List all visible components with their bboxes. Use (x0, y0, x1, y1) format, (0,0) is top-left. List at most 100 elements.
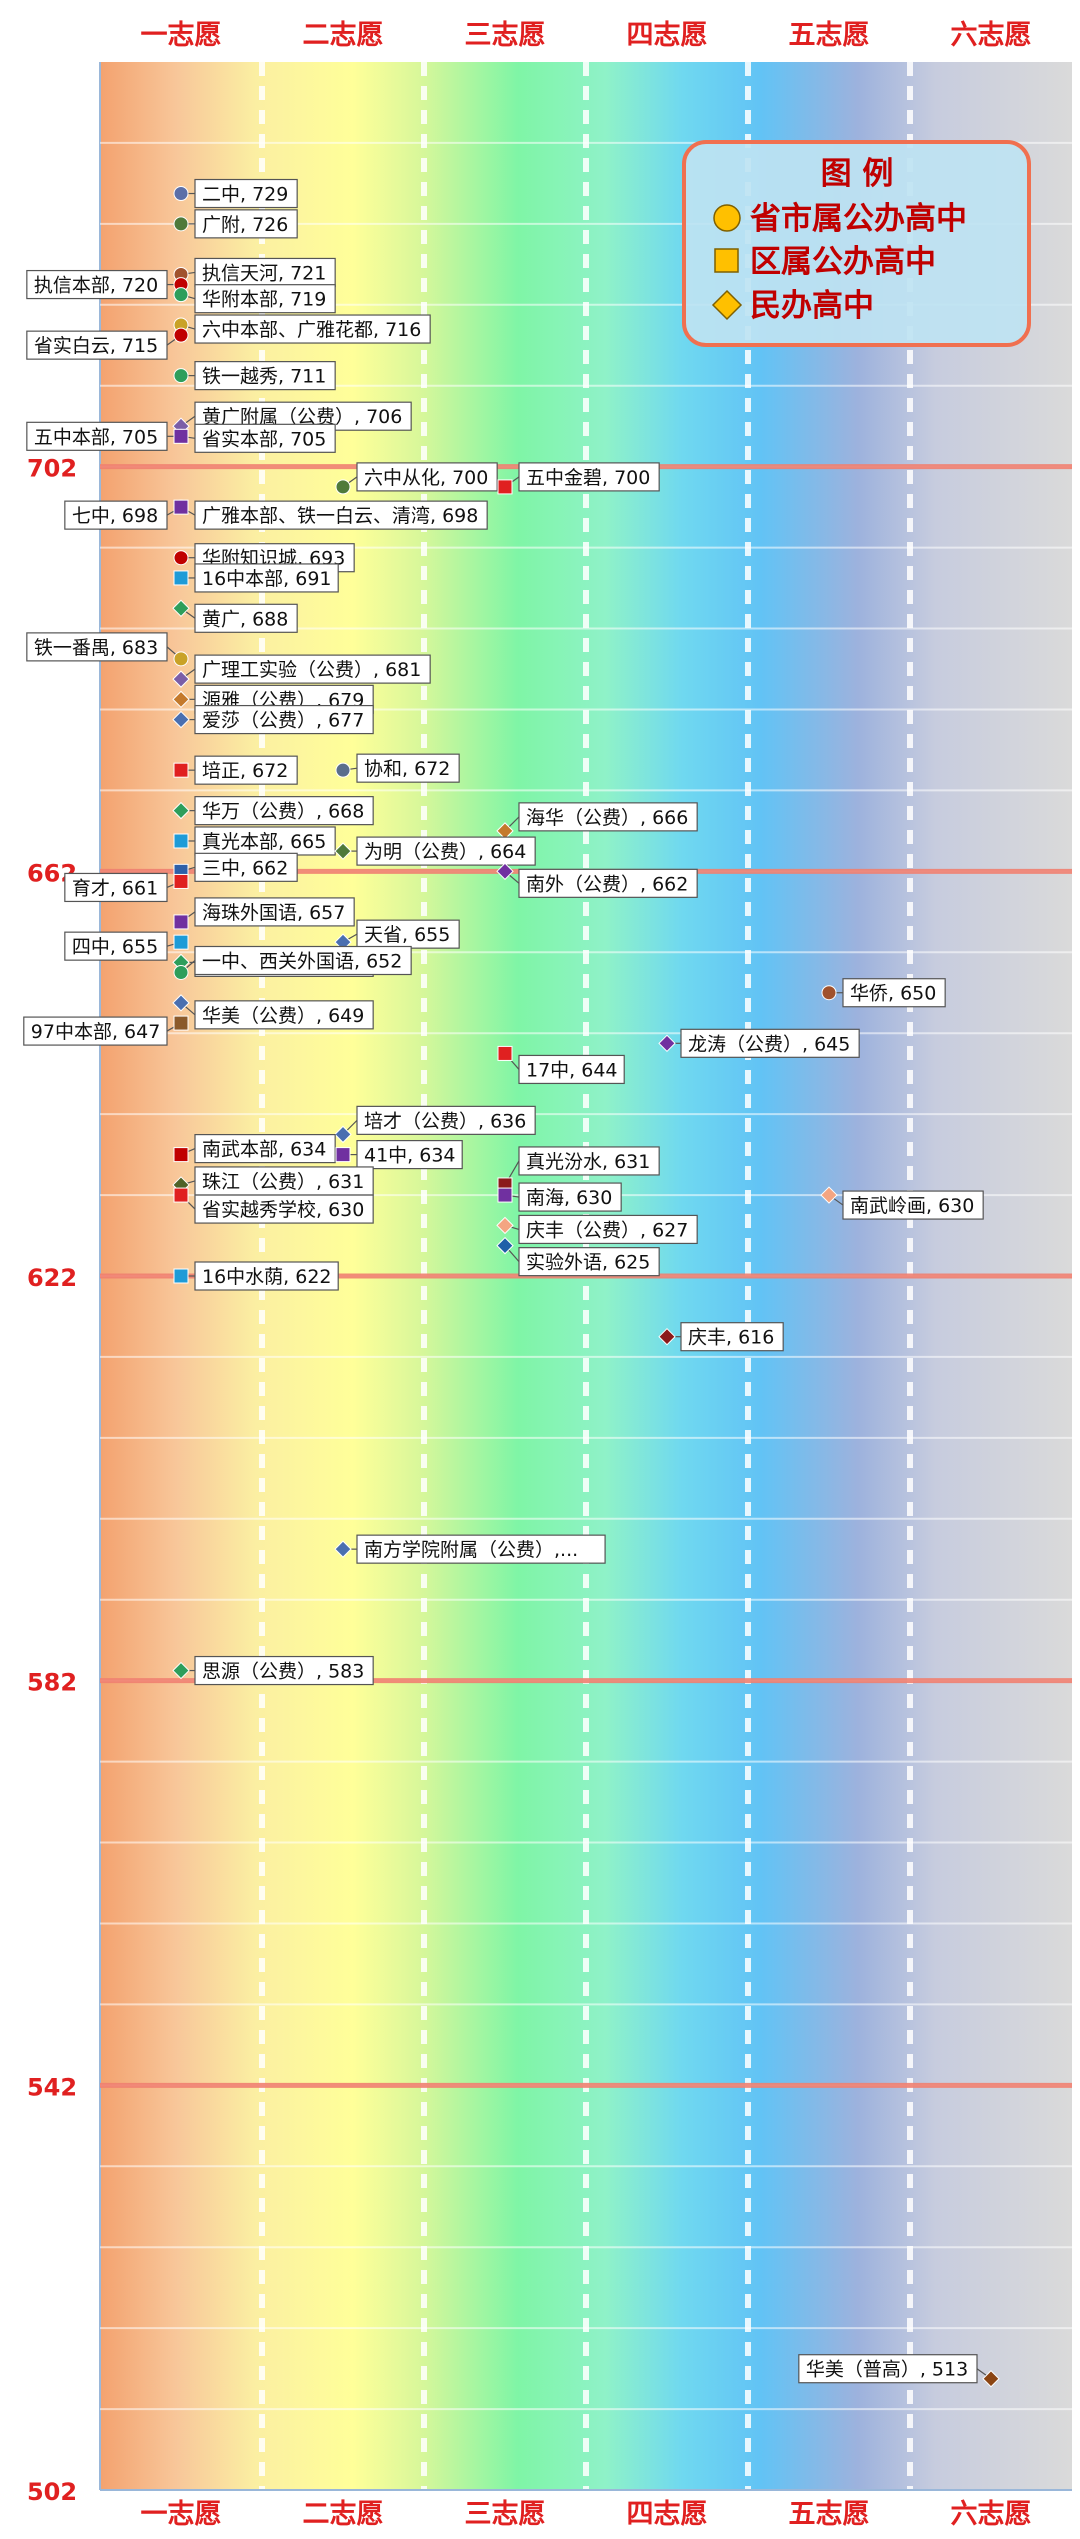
data-label: 天省, 655 (364, 924, 450, 946)
data-label: 华美（公费）, 649 (202, 1005, 364, 1027)
legend-box (682, 140, 1031, 347)
data-label: 真光本部, 665 (202, 831, 326, 853)
data-point-diamond (820, 1186, 838, 1204)
data-label-box (26, 632, 168, 662)
data-label-box (194, 1000, 374, 1030)
data-label-box (194, 178, 298, 209)
data-label: 实验外语, 625 (526, 1252, 650, 1274)
data-label: 执信本部, 720 (34, 275, 158, 297)
data-label-box (194, 603, 298, 633)
x-tick-label-bottom: 六志愿 (951, 2499, 1032, 2530)
data-point-diamond (658, 1034, 676, 1053)
data-label-box (64, 872, 168, 903)
data-label-box (26, 330, 168, 360)
data-label: 16中水荫, 622 (202, 1266, 332, 1288)
data-label-box (356, 836, 536, 866)
data-label-box (194, 1194, 374, 1224)
data-point-diamond (334, 1540, 352, 1558)
data-label-box (64, 500, 168, 530)
data-point-diamond (172, 801, 190, 820)
data-point-circle (173, 216, 189, 232)
data-label-box (518, 1214, 698, 1245)
data-label: 培才（公费）, 636 (364, 1110, 526, 1132)
x-tick-label-bottom: 四志愿 (627, 2499, 708, 2530)
data-label: 五中金碧, 700 (526, 467, 650, 489)
data-label: 南海, 630 (526, 1187, 612, 1209)
data-point-diamond (172, 710, 190, 729)
data-label: 铁一越秀, 711 (202, 366, 326, 388)
x-tick-label-bottom: 五志愿 (789, 2499, 870, 2530)
data-label-box (518, 1247, 660, 1277)
legend-circle-marker (713, 204, 741, 232)
data-label: 育才, 661 (72, 877, 158, 899)
data-point-circle (173, 965, 189, 980)
data-label: 省实本部, 705 (202, 428, 326, 450)
data-label-box (194, 284, 336, 314)
data-point-circle (821, 985, 837, 1001)
data-label: 培正, 672 (202, 760, 288, 782)
data-point-square (497, 1187, 513, 1203)
legend-diamond-marker (711, 289, 743, 321)
data-label: 二中, 729 (202, 184, 288, 206)
data-point-diamond (172, 599, 190, 618)
data-label-box (842, 978, 946, 1008)
data-point-square (173, 1187, 189, 1203)
data-point-circle (335, 762, 351, 778)
legend-item-label: 区属公办高中 (750, 244, 936, 280)
data-point-diamond (496, 1216, 514, 1235)
data-label: 广雅本部、铁一白云、清湾, 698 (202, 505, 478, 527)
data-point-diamond (982, 2370, 1000, 2388)
data-label-box (356, 1139, 463, 1170)
data-label: 省实白云, 715 (34, 335, 158, 357)
data-label-box (194, 314, 431, 344)
data-label: 南外（公费）, 662 (526, 873, 688, 895)
data-label: 广附, 726 (202, 214, 288, 236)
data-label-box (194, 1655, 374, 1686)
data-label: 41中, 634 (364, 1145, 456, 1167)
x-tick-label-top: 六志愿 (951, 20, 1032, 51)
data-label-box (680, 1322, 784, 1352)
data-point-diamond (658, 1327, 676, 1346)
data-label: 六中本部、广雅花都, 716 (202, 319, 421, 341)
y-tick-label: 502 (27, 2478, 77, 2506)
data-label-box (194, 945, 412, 976)
data-label: 庆丰, 616 (688, 1327, 774, 1349)
data-point-diamond (496, 1236, 514, 1255)
data-label-box (518, 462, 660, 492)
data-label: 四中, 655 (72, 936, 158, 958)
data-point-square (173, 499, 189, 515)
data-label: 七中, 698 (72, 505, 158, 527)
data-label-box (356, 462, 498, 492)
data-label-box (194, 654, 431, 684)
data-label-box (194, 1261, 339, 1291)
data-label: 三中, 662 (202, 857, 288, 879)
data-label: 珠江（公费）, 631 (202, 1171, 364, 1193)
data-point-square (173, 1268, 189, 1284)
data-point-square (173, 762, 189, 778)
data-point-circle (173, 287, 189, 303)
data-label: 16中本部, 691 (202, 568, 332, 590)
axis-layer: 702662622582542502一志愿一志愿二志愿二志愿三志愿三志愿四志愿四… (27, 20, 1072, 2530)
data-point-diamond (172, 690, 190, 709)
points-layer: 二中, 729 广附, 726 执信天河, 721 执信本部, 720 华附本部, 71… (23, 178, 1000, 2388)
data-point-square (335, 1147, 351, 1163)
x-tick-label-top: 三志愿 (465, 20, 546, 51)
data-label-box (194, 563, 339, 593)
data-label-box (518, 1182, 622, 1212)
data-label: 华美（普高）, 513 (806, 2359, 968, 2381)
data-point-square (497, 1045, 513, 1061)
data-label-box (798, 2354, 978, 2384)
data-label-box (194, 897, 355, 927)
y-tick-label: 702 (27, 455, 77, 483)
data-label-box (356, 1534, 606, 1564)
data-label: 协和, 672 (364, 758, 450, 780)
legend-title: 图 例 (821, 156, 894, 192)
data-point-circle (335, 479, 351, 495)
data-label-box (194, 257, 336, 288)
data-label: 华万（公费）, 668 (202, 801, 364, 823)
data-label: 南武岭画, 630 (850, 1195, 974, 1217)
data-label: 龙涛（公费）, 645 (688, 1033, 850, 1055)
legend-item-label: 民办高中 (750, 288, 874, 324)
